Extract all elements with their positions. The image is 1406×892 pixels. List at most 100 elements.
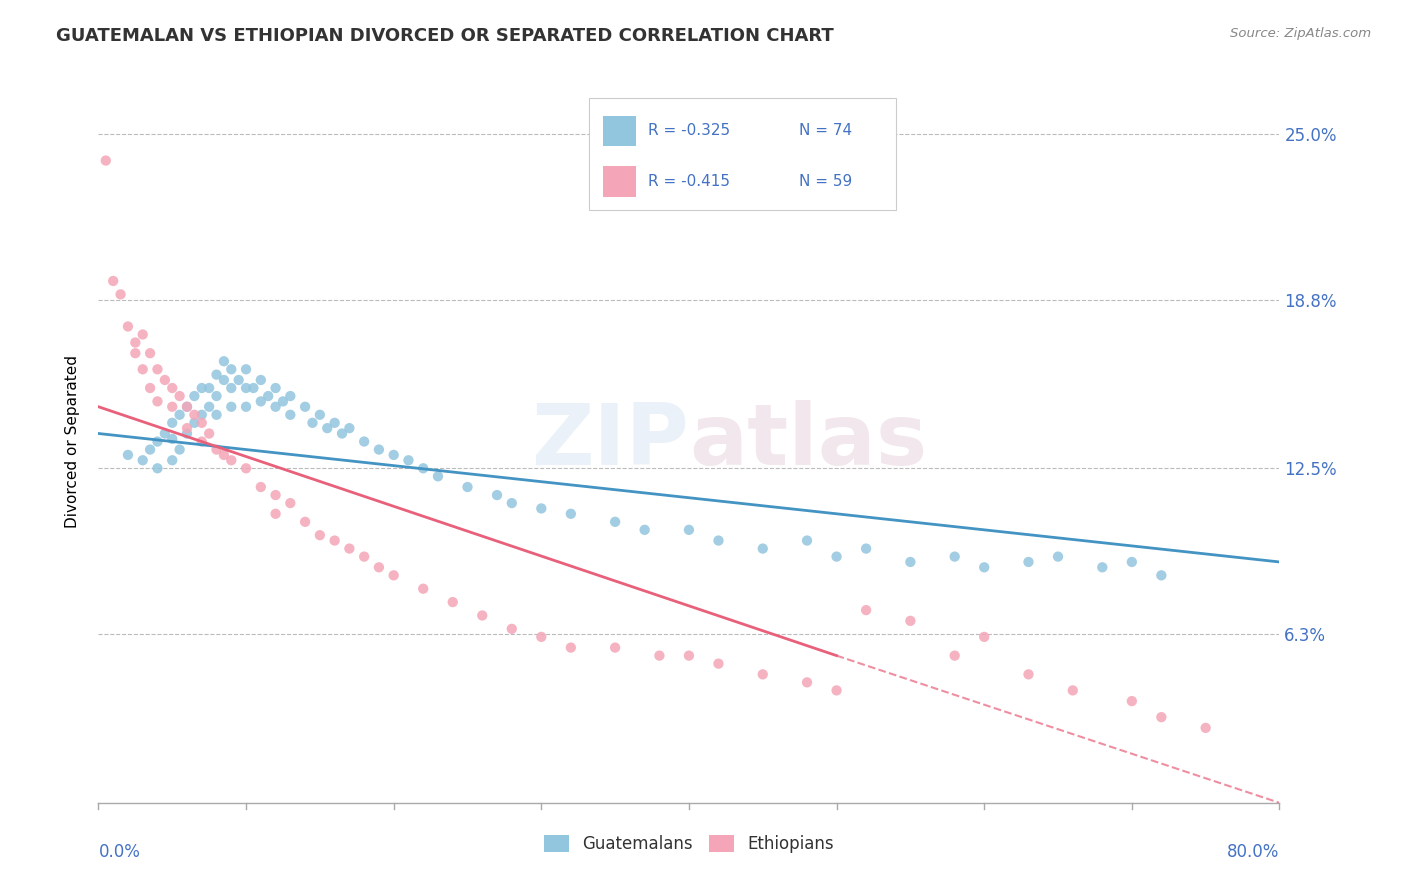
Text: Source: ZipAtlas.com: Source: ZipAtlas.com bbox=[1230, 27, 1371, 40]
Point bbox=[264, 400, 287, 414]
Point bbox=[162, 416, 183, 430]
Point bbox=[678, 523, 700, 537]
Point bbox=[855, 541, 877, 556]
Point bbox=[212, 373, 235, 387]
Text: GUATEMALAN VS ETHIOPIAN DIVORCED OR SEPARATED CORRELATION CHART: GUATEMALAN VS ETHIOPIAN DIVORCED OR SEPA… bbox=[56, 27, 834, 45]
Point bbox=[198, 381, 221, 395]
Point bbox=[634, 523, 657, 537]
Point bbox=[412, 582, 434, 596]
Point bbox=[796, 533, 818, 548]
Point bbox=[191, 381, 214, 395]
Point bbox=[339, 541, 361, 556]
Point bbox=[900, 614, 922, 628]
Point bbox=[294, 515, 316, 529]
Point bbox=[441, 595, 464, 609]
Point bbox=[242, 381, 264, 395]
Point bbox=[169, 408, 191, 422]
Point bbox=[530, 501, 553, 516]
Point bbox=[162, 381, 183, 395]
Point bbox=[124, 335, 146, 350]
Point bbox=[309, 528, 332, 542]
Point bbox=[183, 408, 205, 422]
FancyBboxPatch shape bbox=[589, 98, 896, 211]
Point bbox=[162, 432, 183, 446]
Point bbox=[212, 448, 235, 462]
Point bbox=[825, 549, 848, 564]
Point bbox=[457, 480, 479, 494]
Point bbox=[368, 560, 391, 574]
Point bbox=[316, 421, 339, 435]
Point bbox=[235, 461, 257, 475]
Point bbox=[205, 408, 228, 422]
Point bbox=[139, 346, 162, 360]
Point bbox=[212, 354, 235, 368]
Point bbox=[353, 549, 375, 564]
Point bbox=[221, 400, 243, 414]
FancyBboxPatch shape bbox=[603, 166, 636, 196]
Point bbox=[707, 533, 730, 548]
Point bbox=[280, 408, 302, 422]
Text: atlas: atlas bbox=[689, 400, 927, 483]
Point bbox=[280, 389, 302, 403]
Point bbox=[191, 408, 214, 422]
Point bbox=[153, 373, 176, 387]
Point bbox=[176, 421, 198, 435]
Text: R = -0.325: R = -0.325 bbox=[648, 123, 730, 138]
Point bbox=[309, 408, 332, 422]
Point bbox=[132, 327, 155, 342]
Point bbox=[250, 394, 273, 409]
Point bbox=[1121, 555, 1143, 569]
Point bbox=[330, 426, 353, 441]
Text: N = 59: N = 59 bbox=[799, 174, 852, 189]
Point bbox=[1195, 721, 1218, 735]
Point bbox=[398, 453, 420, 467]
Point bbox=[943, 549, 966, 564]
Point bbox=[264, 381, 287, 395]
Point bbox=[973, 560, 995, 574]
Point bbox=[1018, 555, 1040, 569]
Point bbox=[250, 480, 273, 494]
Text: ZIP: ZIP bbox=[531, 400, 689, 483]
Point bbox=[146, 461, 169, 475]
Point bbox=[560, 507, 582, 521]
Point bbox=[235, 400, 257, 414]
Point bbox=[221, 381, 243, 395]
Point bbox=[235, 381, 257, 395]
Point bbox=[198, 400, 221, 414]
Point bbox=[943, 648, 966, 663]
Point bbox=[1046, 549, 1070, 564]
Point bbox=[183, 416, 205, 430]
Point bbox=[162, 400, 183, 414]
Point bbox=[796, 675, 818, 690]
Point bbox=[235, 362, 257, 376]
Point bbox=[257, 389, 280, 403]
Point bbox=[264, 507, 287, 521]
Point bbox=[183, 389, 205, 403]
Point bbox=[605, 515, 627, 529]
Point bbox=[471, 608, 494, 623]
Point bbox=[752, 667, 775, 681]
Point bbox=[205, 442, 228, 457]
Point bbox=[198, 426, 221, 441]
Point bbox=[560, 640, 582, 655]
Point bbox=[427, 469, 450, 483]
Point bbox=[162, 453, 183, 467]
Point bbox=[176, 400, 198, 414]
Point bbox=[648, 648, 671, 663]
Point bbox=[1121, 694, 1143, 708]
Point bbox=[153, 426, 176, 441]
Text: 0.0%: 0.0% bbox=[98, 843, 141, 861]
Point bbox=[191, 434, 214, 449]
Point bbox=[501, 496, 523, 510]
Point bbox=[205, 368, 228, 382]
Point bbox=[117, 448, 139, 462]
Point bbox=[139, 442, 162, 457]
Point bbox=[176, 400, 198, 414]
Point bbox=[1150, 568, 1173, 582]
Point bbox=[486, 488, 509, 502]
FancyBboxPatch shape bbox=[603, 116, 636, 146]
Point bbox=[1018, 667, 1040, 681]
Point bbox=[110, 287, 132, 301]
Point bbox=[339, 421, 361, 435]
Point bbox=[146, 394, 169, 409]
